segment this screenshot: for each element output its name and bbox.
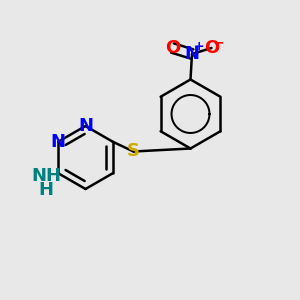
Text: O: O: [204, 39, 219, 57]
Text: S: S: [127, 142, 140, 160]
Text: N: N: [78, 117, 93, 135]
Text: N: N: [51, 133, 66, 151]
Text: NH: NH: [31, 167, 61, 185]
Text: O: O: [165, 39, 180, 57]
Text: N: N: [184, 45, 200, 63]
Text: +: +: [193, 40, 204, 53]
Text: H: H: [39, 181, 54, 199]
Text: −: −: [212, 36, 224, 50]
